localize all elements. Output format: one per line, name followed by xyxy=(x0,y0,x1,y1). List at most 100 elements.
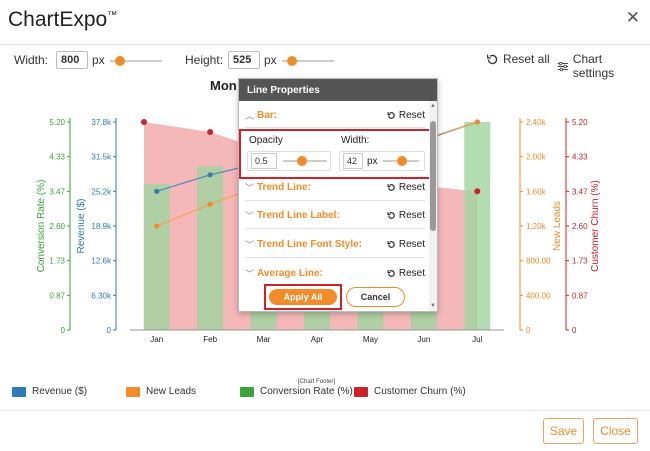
size-toolbar: Width: 800 px Height: 525 px Reset all C… xyxy=(14,50,640,80)
conversion-bar xyxy=(197,166,224,330)
reset-button[interactable]: Reset xyxy=(387,210,425,221)
bar-width-slider-knob[interactable] xyxy=(397,156,407,166)
chevron-down-icon: ﹀ xyxy=(245,182,255,193)
bar-width-slider[interactable] xyxy=(383,156,419,166)
legend-item-customer-churn[interactable]: Customer Churn (%) xyxy=(354,386,466,397)
leads-axis-tick-label: 1.20k xyxy=(526,222,547,231)
leads-axis-tick-label: 2.00k xyxy=(526,153,547,162)
opacity-input[interactable]: 0.5 xyxy=(251,153,277,169)
conversion-axis-tick-label: 1.73 xyxy=(49,257,65,266)
header-divider xyxy=(0,44,650,45)
section-bar[interactable]: ︿ Bar: Reset xyxy=(245,105,425,125)
legend-label: Customer Churn (%) xyxy=(374,386,466,397)
churn-axis-tick-label: 0 xyxy=(572,326,577,335)
conversion-bar xyxy=(143,184,170,330)
reset-button[interactable]: Reset xyxy=(387,182,425,193)
section-trend-line[interactable]: ﹀ Trend Line: Reset xyxy=(245,177,425,197)
legend-swatch xyxy=(126,386,140,397)
line-properties-popup: Line Properties ︿ Bar: Reset Opacity 0.5… xyxy=(238,78,438,312)
bar-settings-panel: Opacity 0.5 Width: 42 px xyxy=(239,129,433,179)
opacity-slider[interactable] xyxy=(283,156,327,166)
section-label: Trend Line: xyxy=(257,181,311,193)
chart-settings-label: Chart settings xyxy=(572,52,615,80)
height-label: Height: xyxy=(185,53,224,67)
popup-title: Line Properties xyxy=(239,79,437,101)
apply-all-button[interactable]: Apply All xyxy=(269,289,337,305)
revenue-axis-tick-label: 31.5k xyxy=(91,153,112,162)
reset-label: Reset xyxy=(398,209,425,221)
reset-icon xyxy=(387,183,395,191)
reset-all-label: Reset all xyxy=(503,52,550,66)
section-trend-line-font-style[interactable]: ﹀ Trend Line Font Style: Reset xyxy=(245,234,425,254)
section-average-line[interactable]: ﹀ Average Line: Reset xyxy=(245,263,425,283)
width-unit: px xyxy=(92,53,105,67)
close-button[interactable]: Close xyxy=(593,418,638,444)
leads-axis-tick-label: 1.60k xyxy=(526,187,547,196)
bar-width-input[interactable]: 42 xyxy=(343,153,363,169)
opacity-control xyxy=(247,151,331,171)
reset-label: Reset xyxy=(398,109,425,121)
cancel-button[interactable]: Cancel xyxy=(346,287,405,307)
reset-button[interactable]: Reset xyxy=(387,239,425,250)
revenue-point xyxy=(207,172,213,178)
sliders-icon xyxy=(557,61,569,71)
legend-item-new-leads[interactable]: New Leads xyxy=(126,386,196,397)
footer-divider xyxy=(0,410,650,411)
churn-axis-tick-label: 2.60 xyxy=(572,222,588,231)
height-unit: px xyxy=(264,53,277,67)
legend-label: Conversion Rate (%) xyxy=(260,386,353,397)
leads-point xyxy=(207,201,213,207)
height-slider-knob[interactable] xyxy=(287,56,297,66)
x-tick-label: Jan xyxy=(150,335,163,344)
row-divider xyxy=(245,257,425,258)
legend-label: New Leads xyxy=(146,386,197,397)
row-divider xyxy=(245,127,425,128)
churn-axis-title: Customer Churn (%) xyxy=(590,180,601,272)
reset-icon xyxy=(387,111,395,119)
reset-button[interactable]: Reset xyxy=(387,110,425,121)
churn-axis-tick-label: 5.20 xyxy=(572,118,588,127)
x-tick-label: Jul xyxy=(472,335,482,344)
reset-button[interactable]: Reset xyxy=(387,268,425,279)
legend-item-conversion-rate[interactable]: Conversion Rate (%) xyxy=(240,386,353,397)
reset-label: Reset xyxy=(398,267,425,279)
x-tick-label: Apr xyxy=(311,335,324,344)
opacity-slider-knob[interactable] xyxy=(297,156,307,166)
save-button[interactable]: Save xyxy=(543,418,584,444)
chart-settings-button[interactable]: Chart settings xyxy=(557,52,640,80)
close-icon[interactable]: ✕ xyxy=(625,8,640,27)
bar-width-unit: px xyxy=(367,156,378,167)
height-input[interactable]: 525 xyxy=(228,51,260,69)
x-tick-label: Jun xyxy=(417,335,430,344)
row-divider xyxy=(245,200,425,201)
width-slider[interactable] xyxy=(110,56,162,66)
popup-scrollbar[interactable]: ▲ ▼ xyxy=(429,101,437,311)
churn-axis-tick-label: 1.73 xyxy=(572,257,588,266)
scroll-down-icon[interactable]: ▼ xyxy=(430,303,436,309)
revenue-axis-tick-label: 37.8k xyxy=(91,118,112,127)
width-slider-knob[interactable] xyxy=(115,56,125,66)
revenue-axis-tick-label: 25.2k xyxy=(91,187,112,196)
scroll-up-icon[interactable]: ▲ xyxy=(430,103,436,109)
legend-swatch xyxy=(354,386,368,397)
reset-all-button[interactable]: Reset all xyxy=(486,52,550,66)
leads-point xyxy=(154,223,160,229)
width-input[interactable]: 800 xyxy=(56,51,88,69)
scrollbar-thumb[interactable] xyxy=(430,121,436,231)
chevron-down-icon: ﹀ xyxy=(245,268,255,279)
reset-label: Reset xyxy=(398,181,425,193)
section-label: Trend Line Font Style: xyxy=(257,238,363,250)
reset-icon xyxy=(387,269,395,277)
reset-label: Reset xyxy=(398,238,425,250)
churn-axis-tick-label: 3.47 xyxy=(572,187,588,196)
section-label: Trend Line Label: xyxy=(257,209,340,221)
section-trend-line-label[interactable]: ﹀ Trend Line Label: Reset xyxy=(245,205,425,225)
legend-item-revenue[interactable]: Revenue ($) xyxy=(12,386,87,397)
height-slider[interactable] xyxy=(282,56,334,66)
chevron-down-icon: ﹀ xyxy=(245,239,255,250)
chevron-up-icon: ︿ xyxy=(245,110,255,121)
conversion-axis-tick-label: 2.60 xyxy=(49,222,65,231)
reset-icon xyxy=(387,211,395,219)
bar-width-control xyxy=(339,151,425,171)
chevron-down-icon: ﹀ xyxy=(245,210,255,221)
